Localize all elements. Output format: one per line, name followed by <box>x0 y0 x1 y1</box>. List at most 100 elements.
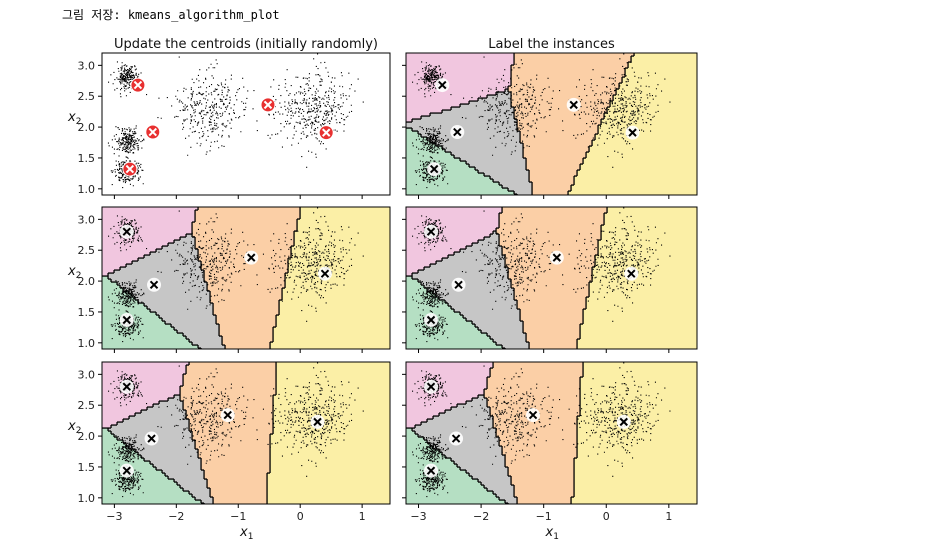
decision-boundary <box>192 344 195 346</box>
decision-region-cell <box>460 249 503 253</box>
decision-region-cell <box>180 485 208 489</box>
decision-region-cell <box>201 461 271 465</box>
decision-boundary <box>120 439 123 441</box>
decision-boundary <box>472 242 475 244</box>
decision-boundary <box>600 234 602 237</box>
decision-boundary <box>591 140 593 143</box>
decision-boundary <box>510 71 512 74</box>
decision-boundary <box>588 146 590 149</box>
decision-boundary <box>290 246 292 249</box>
decision-region-cell <box>517 303 587 307</box>
decision-boundary <box>625 67 628 69</box>
decision-boundary <box>471 243 473 246</box>
decision-region-cell <box>406 231 494 235</box>
decision-boundary <box>576 449 578 452</box>
decision-region-cell <box>406 228 497 232</box>
decision-boundary <box>447 255 449 258</box>
decision-region-cell <box>207 288 283 292</box>
decision-region-cell <box>406 219 500 223</box>
decision-region-cell <box>201 267 289 271</box>
y-tick-label: 1.5 <box>78 152 96 165</box>
decision-boundary <box>499 184 502 186</box>
decision-boundary <box>615 89 617 92</box>
decision-boundary <box>153 466 156 468</box>
decision-boundary <box>418 269 421 271</box>
decision-boundary <box>477 479 479 482</box>
decision-boundary <box>110 425 112 428</box>
decision-region-cell <box>406 500 506 504</box>
decision-region-cell <box>102 252 151 256</box>
decision-boundary <box>164 321 166 324</box>
decision-region-cell <box>406 255 449 259</box>
decision-region-cell <box>270 452 390 456</box>
decision-boundary <box>272 407 274 410</box>
decision-boundary <box>451 106 454 108</box>
decision-region-cell <box>577 345 697 349</box>
decision-boundary <box>174 394 177 396</box>
decision-boundary <box>266 485 268 488</box>
decision-boundary <box>269 342 271 345</box>
decision-boundary <box>420 134 422 137</box>
decision-boundary <box>171 397 174 399</box>
decision-boundary <box>183 335 186 337</box>
decision-boundary <box>487 335 490 337</box>
axes-frame <box>405 52 698 196</box>
decision-boundary <box>519 309 521 312</box>
decision-region-cell <box>577 452 697 456</box>
decision-region-cell <box>156 249 199 253</box>
x-axis-label: x1 <box>239 525 253 542</box>
decision-boundary <box>514 193 517 195</box>
decision-region-cell <box>574 179 697 183</box>
decision-boundary <box>275 374 277 377</box>
decision-region-cell <box>273 327 390 331</box>
decision-boundary <box>439 412 442 414</box>
decision-region-cell <box>625 74 697 78</box>
decision-boundary <box>185 410 187 413</box>
decision-boundary <box>513 485 515 488</box>
decision-boundary <box>483 237 485 240</box>
decision-region-cell <box>204 476 268 480</box>
decision-boundary <box>571 184 574 186</box>
decision-region-cell <box>442 110 515 114</box>
decision-region-cell <box>102 339 190 343</box>
decision-region-cell <box>129 416 187 420</box>
decision-region-cell <box>460 467 509 471</box>
decision-region-cell <box>102 422 118 426</box>
centroid-marker <box>424 224 439 239</box>
decision-region-cell <box>144 458 202 462</box>
decision-boundary <box>502 499 505 501</box>
decision-region-cell <box>294 240 390 244</box>
decision-boundary <box>510 479 512 482</box>
decision-region-cell <box>511 285 590 289</box>
decision-region-cell <box>454 155 524 159</box>
decision-boundary <box>212 500 214 503</box>
decision-region-cell <box>102 380 184 384</box>
decision-boundary <box>269 437 271 440</box>
decision-region-cell <box>207 482 268 486</box>
decision-boundary <box>191 228 193 231</box>
decision-boundary <box>189 341 192 343</box>
decision-boundary <box>513 107 515 110</box>
decision-boundary <box>579 377 581 380</box>
decision-region-cell <box>589 149 697 153</box>
decision-region-cell <box>583 362 697 366</box>
decision-boundary <box>212 303 214 306</box>
decision-region-cell <box>291 252 390 256</box>
decision-region-cell <box>514 107 608 111</box>
decision-region-cell <box>499 213 605 217</box>
decision-region-cell <box>478 170 530 174</box>
decision-boundary <box>161 246 163 249</box>
decision-region-cell <box>511 95 614 99</box>
decision-boundary <box>269 449 271 452</box>
decision-boundary <box>522 321 524 324</box>
decision-region-cell <box>406 149 446 153</box>
instance-points <box>412 362 671 498</box>
centroid-marker <box>449 431 464 446</box>
decision-boundary <box>582 321 584 324</box>
decision-boundary <box>206 482 208 485</box>
decision-region-cell <box>279 309 390 313</box>
decision-boundary <box>463 103 466 105</box>
decision-region-cell <box>177 482 208 486</box>
decision-boundary <box>412 272 415 274</box>
decision-region-cell <box>406 237 485 241</box>
